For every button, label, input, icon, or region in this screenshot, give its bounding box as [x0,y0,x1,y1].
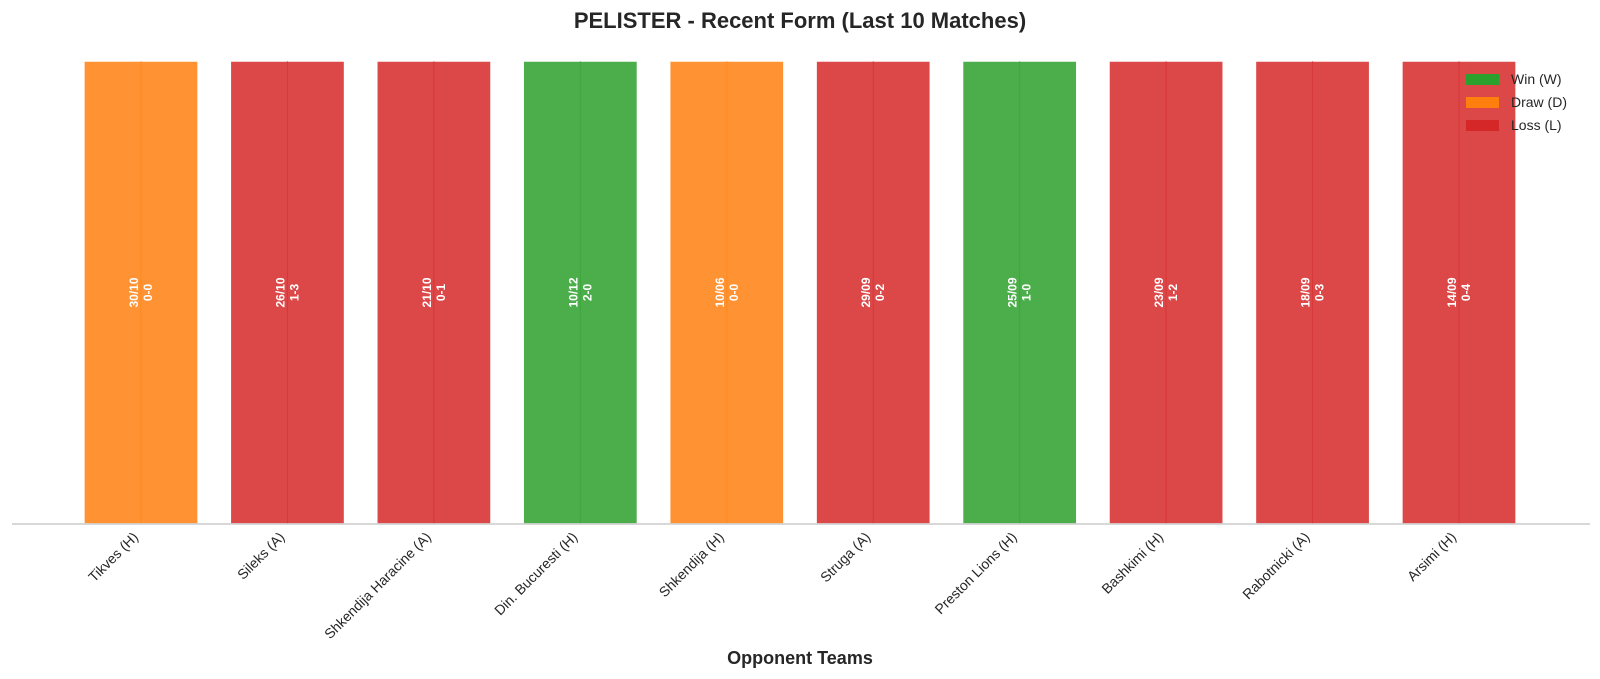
bar-score-label: 1-3 [287,284,301,302]
legend-label: Draw (D) [1511,94,1567,110]
bar-score-label: 0-4 [1459,284,1473,302]
bar-score-label: 0-1 [434,284,448,302]
bar-date-label: 30/10 [127,277,141,307]
x-tick-label: Shkendija Haracine (A) [321,529,434,642]
x-tick-label: Tikves (H) [85,529,141,585]
bars-group: 30/10 0-0 26/10 1-3 21/10 0-1 10/12 2-0 10/06 0-0… [83,60,1517,525]
bar-score-label: 1-2 [1166,284,1180,302]
bar-score-label: 0-2 [873,284,887,302]
x-axis-label: Opponent Teams [727,648,873,668]
x-tick-label: Struga (A) [817,529,873,585]
legend-swatch [1466,97,1499,108]
bar-score-label: 2-0 [580,284,594,302]
bar-date-label: 25/09 [1006,277,1020,307]
bar-date-label: 10/06 [713,277,727,307]
bar-score-label: 1-0 [1020,284,1034,302]
bar-date-label: 18/09 [1299,277,1313,307]
x-tick-labels: Tikves (H) Sileks (A) Shkendija Haracine (… [85,529,1459,642]
bar-date-label: 26/10 [273,277,287,307]
x-tick-label: Preston Lions (H) [931,529,1019,617]
bar-score-label: 0-0 [727,284,741,302]
legend-swatch [1466,120,1499,131]
x-tick-label: Shkendija (H) [656,529,727,600]
legend-label: Win (W) [1511,71,1562,87]
bar-date-label: 10/12 [566,277,580,307]
bar-score-label: 0-3 [1313,284,1327,302]
x-tick-label: Sileks (A) [234,529,288,583]
chart-title: PELISTER - Recent Form (Last 10 Matches) [574,8,1026,33]
bar-score-label: 0-0 [141,284,155,302]
x-tick-label: Din. Bucuresti (H) [491,529,580,618]
bar-date-label: 29/09 [859,277,873,307]
x-tick-label: Arsimi (H) [1404,529,1459,584]
legend-label: Loss (L) [1511,117,1562,133]
legend-swatch [1466,74,1499,85]
bar-date-label: 23/09 [1152,277,1166,307]
legend: Win (W) Draw (D) Loss (L) [1466,71,1567,133]
bar-date-label: 14/09 [1445,277,1459,307]
x-tick-label: Rabotnicki (A) [1239,529,1312,602]
bar-date-label: 21/10 [420,277,434,307]
x-tick-label: Bashkimi (H) [1098,529,1166,597]
